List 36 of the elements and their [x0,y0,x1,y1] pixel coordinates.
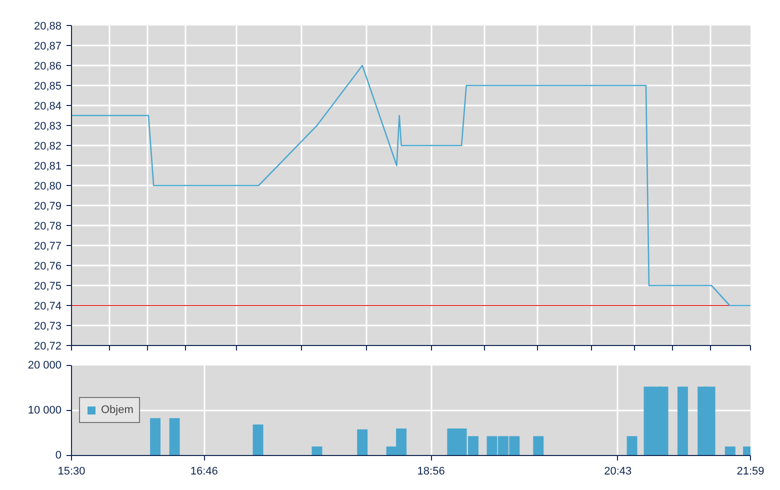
bar [677,386,688,456]
y-tick-label: 20,86 [34,60,62,72]
y-tick-label: 20,81 [34,160,62,172]
y-tick-label: 20,78 [34,220,62,232]
y-tick-label: 20,73 [34,320,62,332]
y-tick-label: 10 000 [28,404,62,416]
y-tick-label: 20,82 [34,140,62,152]
y-tick-label: 20,74 [34,300,62,312]
bar [626,436,638,456]
bar [169,418,180,456]
x-tick-label: 18:56 [417,466,445,478]
line-series [72,64,750,306]
y-tick-label: 20,84 [34,100,62,112]
bar [150,418,161,456]
bar [357,429,368,456]
y-tick-label: 20,88 [34,20,62,32]
x-tick-label: 15:30 [58,466,86,478]
y-tick-label: 20,76 [34,260,62,272]
y-tick-label: 20 000 [28,360,62,372]
x-tick-label: 20:43 [604,466,632,478]
bar [312,446,322,456]
x-tick-label: 21:59 [736,466,764,478]
y-tick-label: 20,85 [34,80,62,92]
bar [252,424,264,456]
y-tick-label: 20,77 [34,240,62,252]
y-tick-label: 20,87 [34,40,62,52]
y-tick-label: 20,75 [34,280,62,292]
x-tick-label: 16:46 [190,466,218,478]
y-tick-label: 20,80 [34,180,62,192]
y-tick-label: 20,79 [34,200,62,212]
bar [533,436,544,456]
bar [724,446,736,456]
y-tick-label: 20,72 [34,340,62,352]
legend-label: Objem [101,404,134,416]
y-tick-label: 20,83 [34,120,62,132]
y-tick-label: 0 [55,450,62,462]
